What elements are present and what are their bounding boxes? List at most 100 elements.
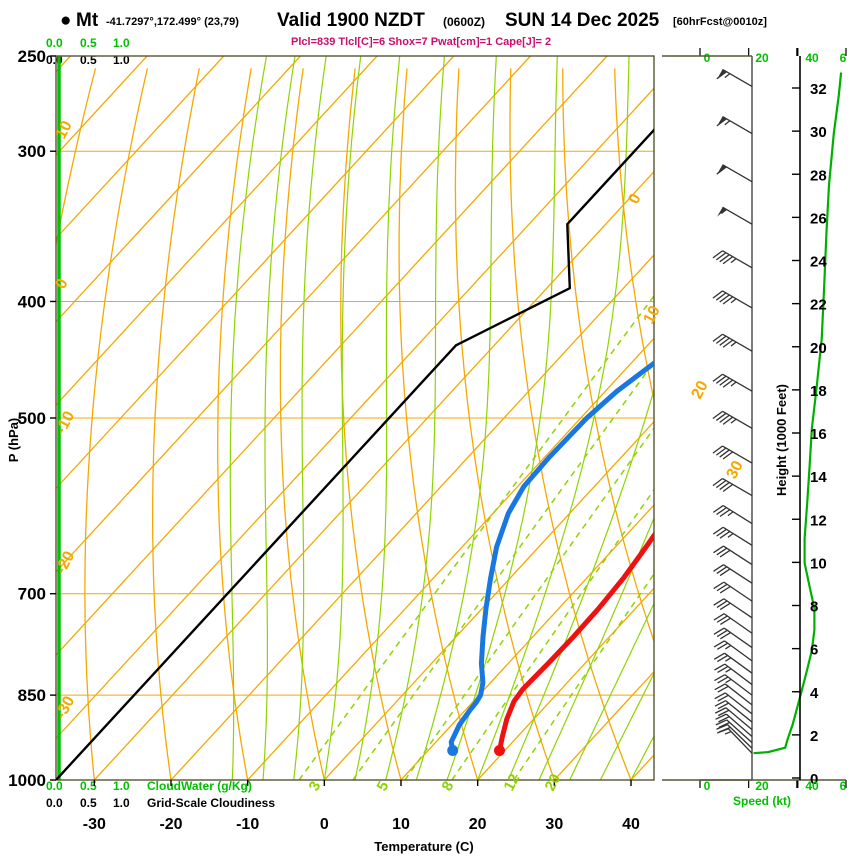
wind-barb-full [714, 663, 726, 671]
trace-grid-scale-cloudiness [56, 128, 654, 780]
wind-barb-half [725, 644, 732, 650]
wind-barb-full [713, 598, 725, 606]
wind-barb [714, 674, 753, 696]
mixing-ratio-line [451, 488, 654, 780]
wind-barb [714, 683, 753, 706]
speed-bottom-tick-1: 20 [755, 779, 769, 793]
wind-barb-shaft [727, 724, 753, 749]
isotherm-line [56, 56, 378, 406]
cloudiness-bottom-tick-1: 0.5 [80, 796, 97, 810]
temperature-tick-label: 30 [545, 816, 563, 833]
height-tick-label: 20 [810, 340, 827, 357]
wind-barb-shaft [722, 373, 753, 392]
wind-barb-shaft [723, 581, 753, 602]
wind-barb [712, 526, 753, 546]
wind-barb-half [724, 730, 732, 735]
wind-barb-full [719, 585, 731, 594]
wind-barb-full [722, 451, 734, 460]
wind-barb-shaft [723, 613, 753, 634]
cloudiness-bottom-tick-2: 1.0 [113, 796, 130, 810]
wind-barb-full [718, 721, 730, 729]
wind-barb-full [719, 414, 730, 423]
wind-barb-full [720, 631, 731, 640]
valid-time-utc: (0600Z) [443, 15, 485, 29]
wind-barb-full [716, 547, 728, 556]
wind-barb-full [712, 526, 724, 535]
pressure-tick-label: 500 [18, 409, 46, 428]
bottom-left-scales: 0.0 0.5 1.0 CloudWater (g/Kg) 0.0 0.5 1.… [46, 779, 275, 810]
height-tick-label: 22 [810, 297, 827, 314]
cloudwater-axis-label: CloudWater (g/Kg) [147, 779, 252, 793]
temperature-surface-dot [493, 744, 505, 756]
height-tick-label: 6 [810, 642, 818, 659]
forecast-tag: [60hrFcst@0010z] [673, 16, 767, 28]
height-tick-label: 14 [810, 469, 827, 486]
wind-barb-shaft [724, 640, 753, 662]
wind-barb-full [716, 728, 729, 734]
station-marker-icon: ● [60, 10, 71, 31]
height-tick-label: 24 [810, 254, 827, 271]
wind-barb-full [722, 339, 734, 348]
bottom-right-speed-scale: 0 20 40 6 [704, 779, 847, 793]
wind-barb-full [717, 676, 729, 684]
moist-adiabat-line [507, 387, 654, 780]
isotherm-line [323, 420, 654, 780]
wind-barb [712, 410, 753, 429]
wind-barb-full [717, 654, 728, 663]
temperature-tick-label: 0 [320, 816, 329, 833]
wind-barb-pennant [717, 207, 726, 217]
dry-adiabat-line [454, 68, 555, 780]
height-tick-label: 12 [810, 512, 827, 529]
speed-top-tick-2: 40 [805, 51, 819, 65]
wind-barb-full [716, 166, 727, 175]
wind-barb-full [715, 335, 727, 344]
dry-adiabat-line [562, 68, 654, 644]
wind-barb [714, 700, 753, 723]
speed-top-tick-1: 20 [755, 51, 769, 65]
wind-barb [713, 581, 753, 602]
wind-barb-half [725, 657, 732, 662]
wind-barb-full [719, 481, 730, 491]
wind-barb [713, 598, 753, 619]
pressure-tick-label: 1000 [8, 771, 46, 790]
grid-clipped [56, 56, 654, 780]
wind-barb [713, 627, 753, 649]
wind-barb [712, 477, 753, 497]
wind-barb-full [712, 505, 724, 513]
height-tick-label: 28 [810, 167, 827, 184]
isotherm-line [56, 56, 608, 656]
wind-barb-shaft [727, 728, 753, 754]
wind-barb-full [719, 530, 731, 539]
isotherm-line [56, 87, 654, 740]
wind-barb-full [715, 292, 727, 301]
wind-barb-shaft [724, 674, 753, 696]
wind-barb-full [716, 583, 728, 592]
dry-adiabat-line [151, 68, 200, 780]
wind-barb-shaft [724, 652, 753, 674]
sounding-parameters: Plcl=839 Tlcl[C]=6 Shox=7 Pwat[cm]=1 Cap… [291, 36, 551, 48]
wind-barb-half [724, 73, 731, 79]
wind-barb-shaft [722, 410, 753, 429]
isotherm-line [170, 254, 654, 780]
height-tick-label: 2 [810, 728, 818, 745]
height-axis-label: Height (1000 Feet) [774, 384, 789, 496]
wind-barbs [712, 68, 753, 754]
wind-barb [714, 663, 753, 686]
height-tick-label: 16 [810, 426, 827, 443]
wind-barb-shaft [722, 526, 753, 546]
mixing-ratio-line [298, 294, 654, 780]
mixing-ratio-line [352, 360, 654, 780]
wind-barb-shaft [722, 206, 753, 225]
wind-barb-half [727, 532, 734, 538]
wind-barb-full [718, 716, 730, 723]
dry-adiabat-line [614, 68, 654, 403]
wind-barb-half [730, 381, 737, 387]
cloudwater-bottom-tick-2: 1.0 [113, 779, 130, 793]
wind-barb-full [716, 629, 728, 638]
pressure-tick-label: 850 [18, 686, 46, 705]
wind-barb-full [715, 719, 728, 726]
wind-barb [712, 445, 753, 464]
wind-barb-full [712, 373, 723, 382]
